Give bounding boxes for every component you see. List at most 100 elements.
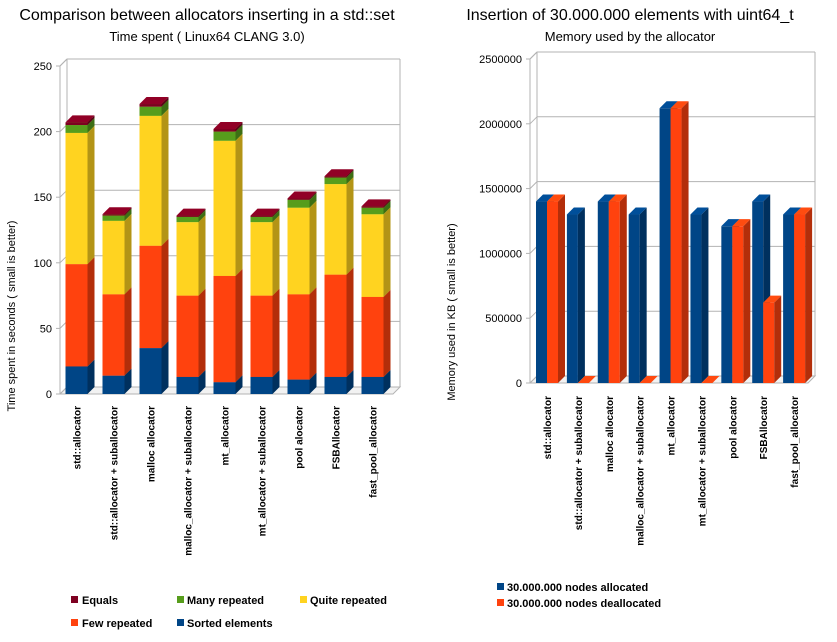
- bar-equals-1: [65, 115, 95, 126]
- bar-few-repeated-3: [139, 238, 169, 349]
- bar-equals-6: [250, 208, 280, 217]
- legend-swatch-few-repeated: [71, 619, 78, 626]
- legend-swatch-many-repeated: [177, 596, 184, 603]
- bar-equals-2: [102, 207, 132, 216]
- bar-few-repeated-9: [361, 289, 391, 377]
- chart2-gridline: [529, 246, 538, 254]
- bar-equals-9: [361, 199, 391, 208]
- chart2-category-label: std::allocator + suballocator: [574, 396, 585, 530]
- bar-30-000-000-nodes-allocated-4: [628, 207, 647, 383]
- chart1-category-label: malloc allocator: [147, 406, 158, 482]
- legend-label-equals: Equals: [82, 595, 118, 607]
- chart2-gridline: [529, 51, 538, 60]
- chart2-gridline: [529, 116, 538, 125]
- chart2-ytick-label: 500000: [485, 313, 522, 325]
- legend-label-quite-repeated: Quite repeated: [310, 595, 387, 607]
- bar-equals-3: [139, 97, 169, 107]
- chart2-category-label: malloc_allocator + suballocator: [636, 396, 647, 546]
- bar-quite-repeated-6: [250, 215, 280, 296]
- bar-few-repeated-4: [176, 288, 206, 377]
- chart2-ylabel: Memory used in KB ( small is better): [446, 223, 458, 400]
- bar-equals-5: [213, 121, 243, 132]
- chart1-ylabel: Time spent in seconds ( small is better): [6, 221, 18, 412]
- chart1-ytick-label: 100: [34, 258, 52, 270]
- chart1-ytick-label: 200: [34, 127, 52, 139]
- chart1-ytick-label: 250: [34, 61, 52, 73]
- chart2-category-label: fast_pool_allocator: [790, 396, 801, 488]
- legend-swatch-allocated: [497, 583, 504, 590]
- bar-quite-repeated-1: [65, 125, 95, 265]
- bar-quite-repeated-4: [176, 215, 206, 296]
- legend-swatch-equals: [71, 596, 78, 603]
- chart1-category-label: malloc_allocator + suballocator: [184, 406, 195, 556]
- chart1-category-label: std::allocator + suballocator: [110, 406, 121, 540]
- chart1-gridline: [59, 58, 68, 67]
- bar-30-000-000-nodes-deallocated-4: [639, 376, 658, 383]
- chart1-title: Comparison between allocators inserting …: [19, 7, 395, 24]
- bar-few-repeated-7: [287, 287, 317, 380]
- legend-label-allocated: 30.000.000 nodes allocated: [507, 582, 648, 594]
- chart2-ytick-label: 0: [516, 378, 522, 390]
- chart2-title: Insertion of 30.000.000 elements with ui…: [466, 7, 794, 24]
- chart2-subtitle: Memory used by the allocator: [545, 29, 716, 44]
- chart2-gridline: [529, 375, 538, 384]
- chart2-category-label: mt_allocator + suballocator: [697, 396, 708, 526]
- bar-few-repeated-1: [65, 257, 95, 367]
- bar-30-000-000-nodes-allocated-6: [690, 207, 709, 383]
- bar-equals-4: [176, 208, 206, 217]
- bar-few-repeated-5: [213, 268, 243, 383]
- legend-swatch-sorted-elements: [177, 619, 184, 626]
- chart1-category-label: mt_allocator: [221, 406, 232, 466]
- bar-quite-repeated-3: [139, 108, 169, 246]
- bar-30-000-000-nodes-deallocated-3: [608, 194, 627, 383]
- bar-quite-repeated-8: [324, 177, 354, 275]
- chart1-ytick-label: 50: [40, 323, 52, 335]
- legend-label-deallocated: 30.000.000 nodes deallocated: [507, 598, 661, 610]
- chart2-ytick-label: 1000000: [479, 248, 522, 260]
- bar-30-000-000-nodes-deallocated-1: [547, 194, 565, 383]
- bar-30-000-000-nodes-deallocated-9: [794, 207, 813, 383]
- legend-label-sorted-elements: Sorted elements: [187, 618, 273, 630]
- bar-30-000-000-nodes-deallocated-5: [670, 101, 689, 384]
- chart2-gridline: [529, 181, 538, 189]
- chart2-gridline: [529, 310, 538, 319]
- bar-quite-repeated-7: [287, 200, 317, 295]
- bar-equals-7: [287, 191, 317, 200]
- chart2-plot-area: 0 500000 1000000 1500000 2000000 2500000std::…: [479, 51, 817, 546]
- bar-few-repeated-6: [250, 288, 280, 377]
- bar-30-000-000-nodes-deallocated-6: [701, 376, 720, 383]
- legend-swatch-quite-repeated: [300, 596, 307, 603]
- chart1-category-label: FSBAllocator: [332, 406, 343, 469]
- bar-quite-repeated-2: [102, 213, 132, 295]
- bar-quite-repeated-5: [213, 133, 243, 276]
- chart2-category-label: std::allocator: [543, 396, 554, 459]
- chart1-ytick-label: 150: [34, 192, 52, 204]
- chart1-legend: Equals Many repeated Quite repeated Few …: [71, 595, 387, 630]
- bar-30-000-000-nodes-deallocated-2: [577, 376, 596, 383]
- bar-few-repeated-2: [102, 287, 132, 376]
- chart2-category-label: mt_allocator: [667, 396, 678, 456]
- bar-quite-repeated-9: [361, 207, 391, 297]
- bar-30-000-000-nodes-deallocated-8: [763, 295, 782, 383]
- chart2-ytick-label: 2000000: [479, 119, 522, 131]
- bar-few-repeated-8: [324, 267, 354, 377]
- chart2-category-label: FSBAllocator: [759, 396, 770, 459]
- chart1-category-label: fast_pool_allocator: [369, 406, 380, 498]
- bar-30-000-000-nodes-deallocated-7: [732, 219, 751, 383]
- chart1-ytick-label: 0: [46, 389, 52, 401]
- chart1-category-label: mt_allocator + suballocator: [258, 406, 269, 536]
- chart1-category-label: std::allocator: [73, 406, 84, 469]
- bar-30-000-000-nodes-allocated-2: [566, 207, 585, 383]
- chart1-subtitle: Time spent ( Linux64 CLANG 3.0): [109, 29, 304, 44]
- chart2-category-label: malloc allocator: [605, 396, 616, 472]
- legend-swatch-deallocated: [497, 599, 504, 606]
- bar-sorted-elements-3: [139, 341, 169, 394]
- chart2-ytick-label: 1500000: [479, 184, 522, 196]
- legend-label-few-repeated: Few repeated: [82, 618, 152, 630]
- bar-equals-8: [324, 169, 354, 178]
- chart2-legend: 30.000.000 nodes allocated 30.000.000 no…: [497, 582, 661, 610]
- chart2-category-label: pool alocator: [728, 396, 739, 459]
- chart2-ytick-label: 2500000: [479, 54, 522, 66]
